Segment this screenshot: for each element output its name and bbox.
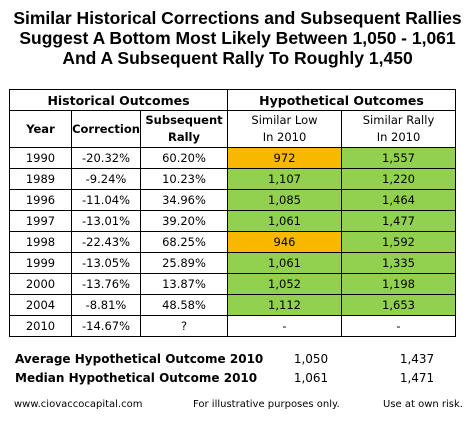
rally-cell: 60.20% [140, 147, 228, 169]
table-row: 2004 -8.81% 48.58% 1,112 1,653 [9, 294, 456, 316]
similar-rally-cell: 1,557 [341, 147, 456, 169]
year-cell: 1990 [9, 147, 72, 169]
similar-low-cell: 1,061 [227, 252, 342, 274]
year-cell: 1997 [9, 210, 72, 232]
title-line-3: And A Subsequent Rally To Roughly 1,450 [62, 48, 413, 68]
similar-rally-cell: - [341, 315, 456, 337]
similar-rally-cell: 1,335 [341, 252, 456, 274]
correction-cell: -22.43% [71, 231, 141, 253]
year-cell: 2000 [9, 273, 72, 295]
year-cell: 1998 [9, 231, 72, 253]
title-line-1: Similar Historical Corrections and Subse… [13, 8, 462, 28]
year-cell: 1989 [9, 168, 72, 190]
table-row: 1999 -13.05% 25.89% 1,061 1,335 [9, 252, 456, 274]
similar-low-cell: 1,112 [227, 294, 342, 316]
rally-cell: 10.23% [140, 168, 228, 190]
rally-cell: 39.20% [140, 210, 228, 232]
similar-rally-cell: 1,477 [341, 210, 456, 232]
table-row: 1998 -22.43% 68.25% 946 1,592 [9, 231, 456, 253]
rally-cell: 34.96% [140, 189, 228, 211]
median-outcome-row: Median Hypothetical Outcome 2010 1,061 1… [0, 371, 475, 388]
similar-low-cell: 972 [227, 147, 342, 169]
column-header-row: Year Correction Subsequent Rally Similar… [9, 110, 456, 148]
average-outcome-label: Average Hypothetical Outcome 2010 [15, 352, 264, 366]
correction-cell: -11.04% [71, 189, 141, 211]
median-outcome-label: Median Hypothetical Outcome 2010 [15, 371, 258, 385]
correction-column-header: Correction [71, 110, 141, 148]
similar-low-cell: 1,061 [227, 210, 342, 232]
year-cell: 2004 [9, 294, 72, 316]
similar-rally-cell: 1,198 [341, 273, 456, 295]
group-header-row: Historical Outcomes Hypothetical Outcome… [9, 89, 456, 111]
website-link[interactable]: www.ciovaccocapital.com [14, 399, 143, 410]
rally-cell: 68.25% [140, 231, 228, 253]
correction-cell: -20.32% [71, 147, 141, 169]
year-cell: 2010 [9, 315, 72, 337]
year-cell: 1999 [9, 252, 72, 274]
outcomes-table: Historical Outcomes Hypothetical Outcome… [9, 89, 456, 337]
year-column-header: Year [9, 110, 72, 148]
rally-cell: 25.89% [140, 252, 228, 274]
median-rally-value: 1,471 [399, 371, 435, 385]
similar-rally-column-header: Similar Rally In 2010 [341, 110, 456, 148]
table-row: 2000 -13.76% 13.87% 1,052 1,198 [9, 273, 456, 295]
similar-low-cell: - [227, 315, 342, 337]
rally-cell: ? [140, 315, 228, 337]
similar-rally-cell: 1,653 [341, 294, 456, 316]
average-outcome-row: Average Hypothetical Outcome 2010 1,050 … [0, 352, 475, 369]
illustrative-note: For illustrative purposes only. [193, 399, 340, 410]
title-line-2: Suggest A Bottom Most Likely Between 1,0… [19, 28, 456, 48]
correction-cell: -13.05% [71, 252, 141, 274]
historical-outcomes-header: Historical Outcomes [9, 89, 228, 111]
correction-cell: -14.67% [71, 315, 141, 337]
rally-cell: 48.58% [140, 294, 228, 316]
rally-cell: 13.87% [140, 273, 228, 295]
similar-low-cell: 1,107 [227, 168, 342, 190]
table-row: 2010 -14.67%? - - [9, 315, 456, 337]
correction-cell: -9.24% [71, 168, 141, 190]
correction-cell: -13.76% [71, 273, 141, 295]
table-row: 1996 -11.04% 34.96% 1,085 1,464 [9, 189, 456, 211]
risk-note: Use at own risk. [383, 399, 463, 410]
similar-low-cell: 1,085 [227, 189, 342, 211]
average-rally-value: 1,437 [399, 352, 435, 366]
rally-column-header: Subsequent Rally [140, 110, 228, 148]
year-cell: 1996 [9, 189, 72, 211]
average-low-value: 1,050 [293, 352, 329, 366]
table-row: 1990 -20.32% 60.20% 972 1,557 [9, 147, 456, 169]
similar-rally-cell: 1,464 [341, 189, 456, 211]
similar-rally-cell: 1,592 [341, 231, 456, 253]
correction-cell: -8.81% [71, 294, 141, 316]
table-row: 1989 -9.24% 10.23% 1,107 1,220 [9, 168, 456, 190]
table-row: 1997 -13.01% 39.20% 1,061 1,477 [9, 210, 456, 232]
similar-low-cell: 946 [227, 231, 342, 253]
median-low-value: 1,061 [293, 371, 329, 385]
similar-low-column-header: Similar Low In 2010 [227, 110, 342, 148]
similar-low-cell: 1,052 [227, 273, 342, 295]
similar-rally-cell: 1,220 [341, 168, 456, 190]
correction-cell: -13.01% [71, 210, 141, 232]
hypothetical-outcomes-header: Hypothetical Outcomes [227, 89, 456, 111]
